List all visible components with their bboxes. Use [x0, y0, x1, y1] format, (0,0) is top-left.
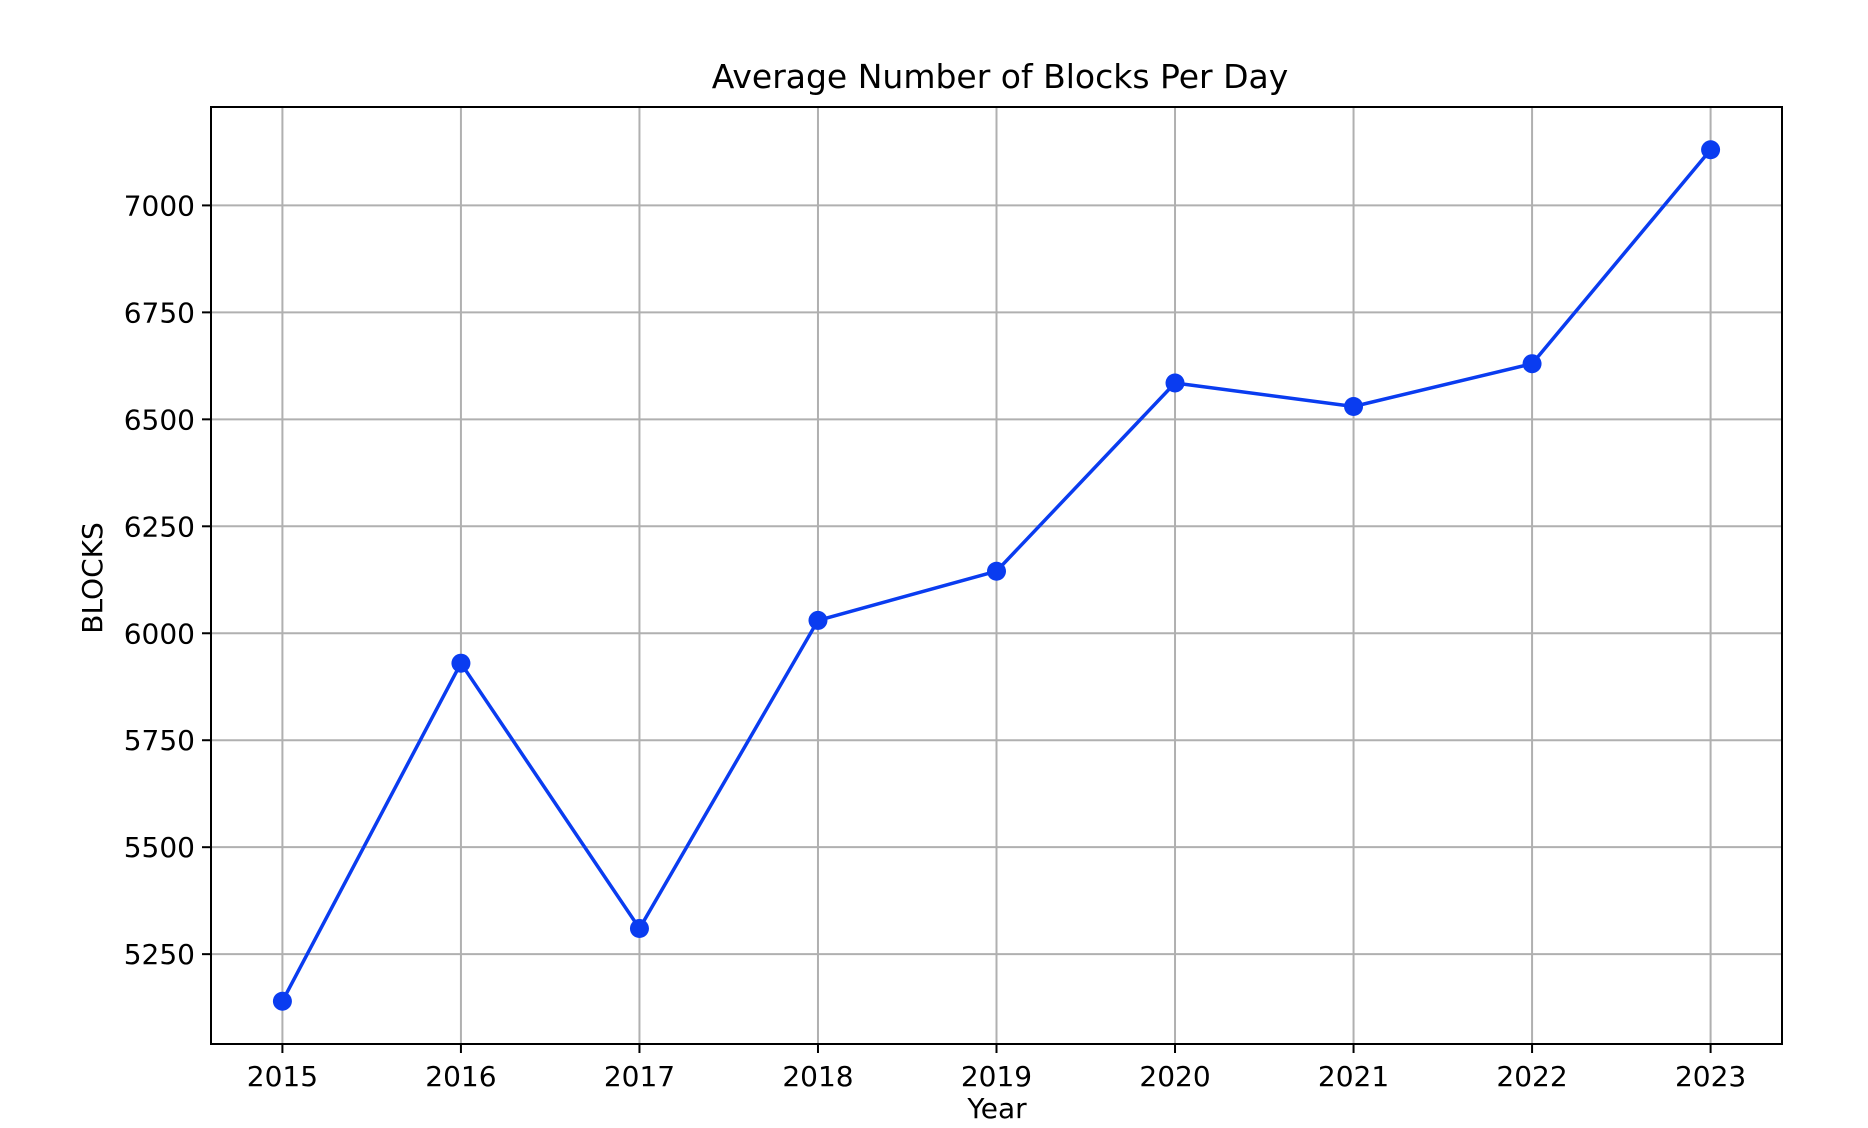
x-tick-label: 2017 — [604, 1060, 675, 1093]
x-axis: 2015 2016 2017 2018 2019 2020 2021 2022 2023 — [247, 1044, 1746, 1093]
data-point-2019 — [987, 561, 1006, 581]
y-tick-label: 6250 — [124, 510, 195, 543]
x-tick-label: 2020 — [1139, 1060, 1210, 1093]
data-series — [272, 140, 1721, 1011]
data-point-2016 — [451, 653, 471, 673]
y-tick-label: 7000 — [124, 189, 195, 222]
y-tick-label: 6000 — [124, 617, 195, 650]
y-tick-label: 6500 — [124, 403, 195, 436]
chart-title: Average Number of Blocks Per Day — [712, 57, 1289, 96]
data-point-2020 — [1165, 373, 1185, 393]
data-point-2021 — [1344, 396, 1364, 416]
x-tick-label: 2016 — [425, 1060, 496, 1093]
x-tick-label: 2023 — [1675, 1060, 1746, 1093]
x-tick-label: 2018 — [782, 1060, 853, 1093]
y-tick-label: 6750 — [124, 296, 195, 329]
x-tick-label: 2015 — [247, 1060, 318, 1093]
x-tick-label: 2019 — [961, 1060, 1032, 1093]
data-point-2022 — [1522, 354, 1542, 374]
y-axis: 5250 5500 5750 6000 6250 6500 6750 7000 — [124, 189, 211, 971]
y-tick-label: 5500 — [124, 831, 195, 864]
y-axis-label: BLOCKS — [76, 522, 109, 634]
x-axis-label: Year — [966, 1092, 1027, 1124]
y-tick-label: 5750 — [124, 724, 195, 757]
data-point-2023 — [1701, 140, 1721, 160]
data-point-2015 — [272, 991, 292, 1011]
y-tick-label: 5250 — [124, 938, 195, 971]
x-tick-label: 2021 — [1318, 1060, 1389, 1093]
x-tick-label: 2022 — [1496, 1060, 1567, 1093]
data-point-2018 — [808, 610, 828, 630]
data-point-2017 — [629, 918, 649, 938]
